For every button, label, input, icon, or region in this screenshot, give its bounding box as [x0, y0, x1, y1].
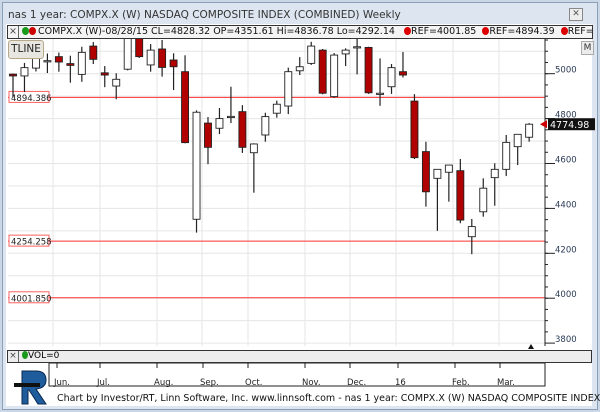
candle-body — [399, 71, 407, 76]
scroll-marker-icon — [528, 344, 534, 349]
candle-body — [410, 100, 419, 159]
volume-label: VOL=0 — [28, 351, 60, 361]
volume-dot-icon[interactable] — [22, 351, 28, 359]
candle-body — [169, 59, 178, 68]
ref-label: 4001.850 — [11, 294, 52, 304]
candle-body — [238, 111, 247, 148]
price-axis-label: 4600 — [555, 156, 577, 166]
time-axis-label: Feb. — [452, 378, 470, 388]
candle-body — [341, 49, 350, 55]
ref-label: 4254.258 — [11, 238, 52, 248]
legend-ref-2: REF=4894.39 — [489, 26, 555, 37]
price-axis-label: 4800 — [555, 111, 577, 121]
candle-body — [307, 45, 316, 64]
candle-body — [100, 72, 109, 76]
candle-body — [261, 116, 270, 136]
time-axis-label: Sep. — [200, 378, 219, 388]
candle-body — [330, 54, 339, 98]
candle-body — [490, 168, 499, 179]
legend-text: COMPX.X (W)-08/28/15 CL=4828.32 OP=4351.… — [38, 26, 395, 37]
candle-body — [467, 226, 476, 238]
candle-body — [444, 164, 453, 173]
candle-body — [66, 63, 75, 66]
last-price-box — [548, 118, 595, 131]
candle-body — [364, 46, 373, 94]
candle-body — [525, 123, 534, 138]
ref-label: 4894.386 — [11, 94, 52, 104]
candle-body — [456, 170, 465, 221]
time-axis-label: Mar. — [497, 378, 515, 388]
time-axis-label: Oct. — [245, 378, 263, 388]
candle-body — [43, 60, 52, 63]
ref-dot-icon[interactable] — [482, 27, 490, 35]
ref-dot-icon[interactable] — [560, 27, 568, 35]
candle-body — [433, 168, 442, 179]
candle-body — [112, 78, 121, 87]
candle-body — [479, 187, 488, 213]
legend-ref-1: REF=4001.85 — [410, 26, 477, 37]
time-axis-label: 16 — [395, 378, 406, 388]
candle-body — [181, 71, 190, 144]
candle-body — [226, 115, 235, 119]
legend-ref-3: REF=4 — [567, 26, 593, 37]
footer-text: Chart by Investor/RT, Linn Software, Inc… — [57, 393, 600, 404]
candle-body — [20, 67, 29, 77]
volume-close-button[interactable]: × — [8, 351, 19, 362]
candle-body — [272, 103, 281, 114]
time-axis — [48, 362, 546, 387]
candle-body — [215, 118, 224, 129]
candle-body — [158, 48, 167, 68]
ref-label-box — [8, 234, 50, 247]
candle-body — [318, 49, 327, 94]
candle-body — [192, 111, 201, 220]
time-axis-label: Jul. — [97, 378, 110, 388]
last-price-arrow-icon — [540, 120, 547, 129]
m-button[interactable]: M — [581, 41, 594, 55]
ref-label-box — [8, 291, 50, 304]
ref-label-box — [8, 90, 50, 103]
candle-body — [502, 141, 511, 170]
red-dot-icon[interactable] — [29, 27, 36, 35]
window-title: nas 1 year: COMPX.X (W) NASDAQ COMPOSITE… — [8, 9, 401, 21]
investor-rt-logo — [14, 370, 47, 405]
last-price-label: 4774.98 — [550, 120, 589, 131]
time-axis-label: Aug. — [154, 378, 174, 388]
candle-body — [353, 46, 362, 49]
ref-dot-icon[interactable] — [403, 27, 411, 35]
time-axis-label: Nov. — [302, 378, 321, 388]
green-dot-icon[interactable] — [22, 27, 29, 35]
tline-button[interactable]: TLINE — [8, 40, 44, 59]
price-axis-label: 4200 — [555, 245, 577, 255]
candle-body — [146, 49, 155, 66]
candle-body — [295, 66, 304, 72]
candle-body — [387, 67, 396, 88]
candle-body — [204, 122, 212, 148]
plot-area — [8, 38, 545, 346]
price-axis-label: 4400 — [555, 200, 577, 210]
candle-body — [513, 133, 522, 148]
candle-body — [123, 34, 132, 70]
candle-body — [135, 37, 144, 58]
close-icon[interactable]: ✕ — [569, 8, 583, 21]
price-axis-label: 5000 — [555, 66, 577, 76]
legend-close-button[interactable]: × — [8, 26, 19, 38]
time-axis-label: Dec. — [347, 378, 367, 388]
candle-body — [421, 151, 430, 193]
candle-body — [89, 45, 98, 60]
legend-bar: × COMPX.X (W)-08/28/15 CL=4828.32 OP=4351… — [7, 25, 593, 39]
candle-body — [284, 71, 293, 107]
candle-body — [376, 92, 384, 95]
volume-bar: × VOL=0 — [7, 350, 592, 363]
price-axis-label: 3800 — [555, 335, 577, 345]
time-axis-label: Jun. — [54, 378, 70, 388]
price-axis-label: 4000 — [555, 290, 577, 300]
candle-body — [9, 73, 17, 77]
candle-body — [54, 56, 63, 63]
candle-body — [249, 143, 258, 154]
candle-body — [77, 51, 86, 75]
